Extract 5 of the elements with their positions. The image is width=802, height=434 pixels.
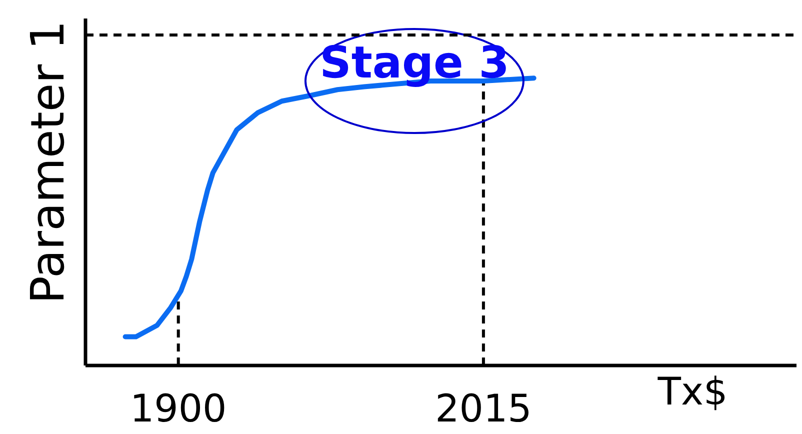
x-tick-label: 2015 — [435, 386, 532, 430]
annotation: Stage 3 — [320, 38, 510, 89]
y-axis-title: Parameter 1 — [20, 20, 74, 304]
x-tick-label: 1900 — [130, 386, 227, 430]
x-axis-title: Tx$ — [656, 370, 728, 414]
